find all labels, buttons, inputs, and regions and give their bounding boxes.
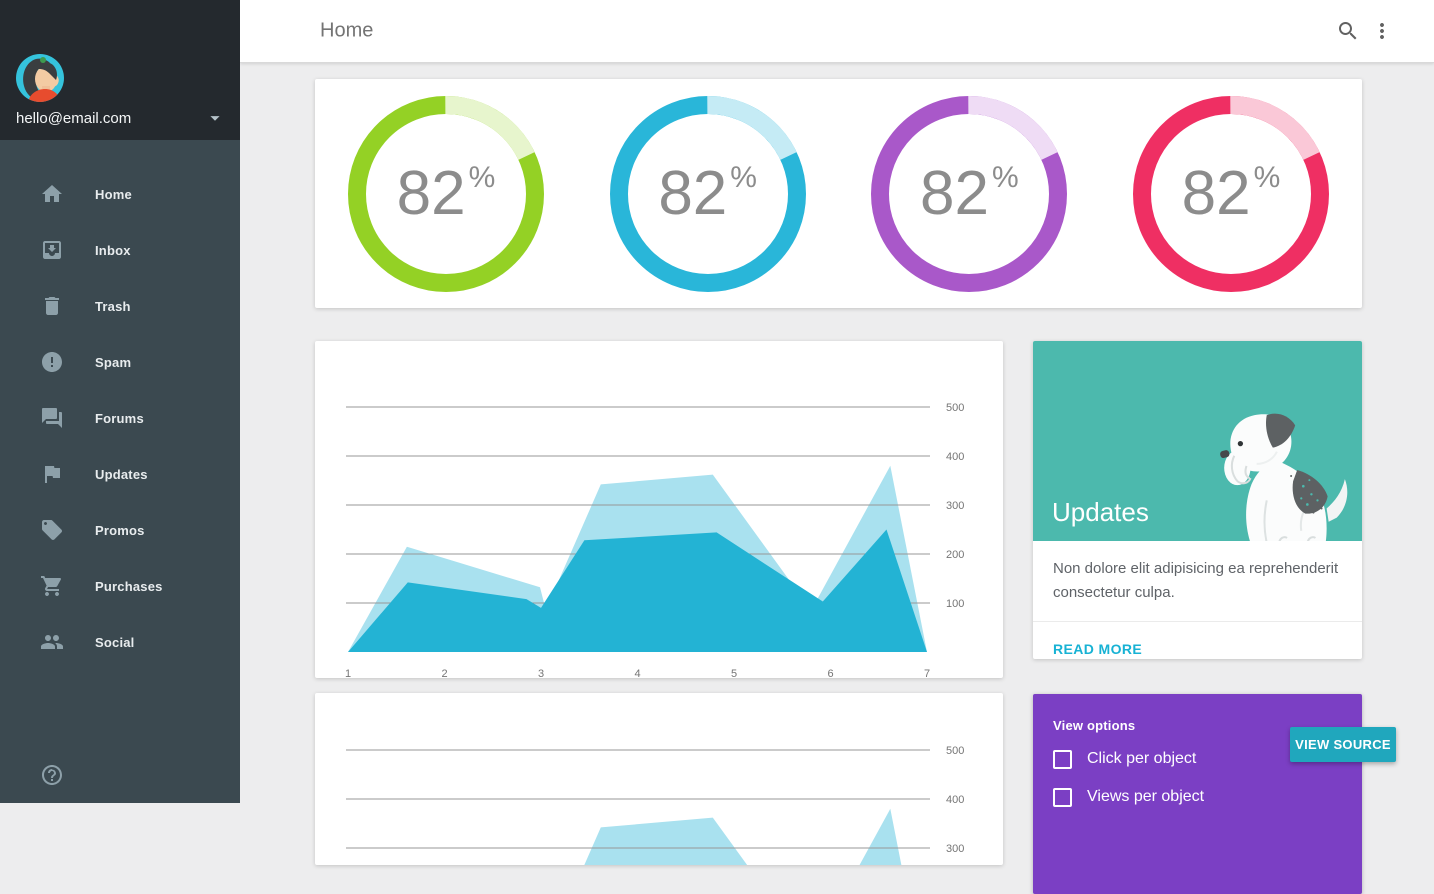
top-app-bar: Home xyxy=(240,0,1434,63)
summary-gauges-card: 82% 82% 82% 82% xyxy=(315,79,1362,308)
cart-icon xyxy=(40,574,64,598)
svg-text:200: 200 xyxy=(946,549,964,561)
donut-value: 82% xyxy=(919,158,1019,228)
sidebar-item-updates[interactable]: Updates xyxy=(0,446,240,502)
sidebar-item-label: Purchases xyxy=(95,578,163,594)
updates-card-title: Updates xyxy=(1052,497,1149,527)
sidebar-item-social[interactable]: Social xyxy=(0,614,240,670)
updates-card-body: Non dolore elit adipisicing ea reprehend… xyxy=(1053,560,1339,601)
sidebar-item-home[interactable]: Home xyxy=(0,166,240,222)
area-chart-card: 100 200 300 400 500 1 2 3 4 5 6 7 xyxy=(315,341,1003,678)
svg-text:300: 300 xyxy=(946,843,964,855)
series-background xyxy=(584,808,902,865)
option-views-per-object[interactable]: Views per object xyxy=(1053,785,1342,809)
donut-gauge: 82% xyxy=(348,95,544,292)
svg-text:2: 2 xyxy=(441,668,447,678)
svg-text:400: 400 xyxy=(946,794,964,806)
donut-value: 82% xyxy=(658,158,757,228)
svg-text:3: 3 xyxy=(538,668,544,678)
donut-gauge: 82% xyxy=(1132,95,1329,292)
read-more-link[interactable]: READ MORE xyxy=(1053,641,1143,657)
inbox-icon xyxy=(40,238,64,262)
forums-icon xyxy=(40,406,64,430)
sidebar-item-purchases[interactable]: Purchases xyxy=(0,558,240,614)
sidebar-item-spam[interactable]: Spam xyxy=(0,334,240,390)
sidebar-item-promos[interactable]: Promos xyxy=(0,502,240,558)
svg-text:7: 7 xyxy=(924,668,930,678)
svg-text:400: 400 xyxy=(946,451,964,463)
trash-icon xyxy=(40,294,64,318)
sidebar-menu: Home Inbox Trash Spam Forums Updates Promos Pur… xyxy=(0,140,240,670)
user-email: hello@email.com xyxy=(16,109,132,127)
option-label: Click per object xyxy=(1087,750,1197,767)
sidebar-item-trash[interactable]: Trash xyxy=(0,278,240,334)
updates-card: Updates xyxy=(1033,341,1362,659)
svg-text:6: 6 xyxy=(827,668,833,678)
svg-text:500: 500 xyxy=(946,745,964,757)
sidebar-item-forums[interactable]: Forums xyxy=(0,390,240,446)
updates-card-header: Updates xyxy=(1033,341,1362,541)
flag-icon xyxy=(40,462,64,486)
sidebar-item-label: Social xyxy=(95,634,135,650)
checkbox-unchecked-icon[interactable] xyxy=(1053,787,1072,807)
more-options-icon[interactable] xyxy=(1370,19,1394,43)
svg-text:100: 100 xyxy=(946,598,964,610)
sidebar-user-panel[interactable]: hello@email.com xyxy=(0,0,240,140)
checkbox-unchecked-icon[interactable] xyxy=(1053,749,1072,769)
area-chart: 100 200 300 400 500 1 2 3 4 5 6 7 xyxy=(345,402,964,678)
view-options-card: View options Click per object Views per o… xyxy=(1033,694,1362,894)
view-options-list: Click per object Views per object xyxy=(1053,747,1342,809)
view-options-title: View options xyxy=(1053,718,1136,733)
sidebar-item-label: Promos xyxy=(95,522,145,538)
view-source-button[interactable]: VIEW SOURCE xyxy=(1290,727,1396,762)
sidebar-item-label: Inbox xyxy=(95,242,131,258)
tag-icon xyxy=(40,518,64,542)
sidebar-item-inbox[interactable]: Inbox xyxy=(0,222,240,278)
sidebar: hello@email.com Home Inbox Trash Spam Forums… xyxy=(0,0,240,803)
svg-text:300: 300 xyxy=(946,500,964,512)
page-title: Home xyxy=(320,19,374,42)
people-icon xyxy=(40,630,64,654)
svg-text:5: 5 xyxy=(731,668,737,678)
chevron-down-icon[interactable] xyxy=(204,107,226,129)
account-row: hello@email.com xyxy=(16,106,226,130)
svg-text:1: 1 xyxy=(345,668,351,678)
home-icon xyxy=(40,182,64,206)
spam-icon xyxy=(40,350,64,374)
donut-gauge: 82% xyxy=(609,95,806,292)
option-label: Views per object xyxy=(1087,788,1205,805)
sidebar-item-label: Forums xyxy=(95,410,144,426)
help-icon[interactable] xyxy=(40,763,64,787)
donut-gauge: 82% xyxy=(871,95,1068,292)
sidebar-item-label: Trash xyxy=(95,298,131,314)
updates-card-footer: READ MORE xyxy=(1033,621,1362,678)
donut-value: 82% xyxy=(396,158,496,228)
main-content: 82% 82% 82% 82% 100 200 300 400 500 1 2 3 4 5 6 7 Upda… xyxy=(240,62,1434,894)
search-icon[interactable] xyxy=(1336,19,1360,43)
puppy-illustration xyxy=(1216,403,1350,541)
option-click-per-object[interactable]: Click per object xyxy=(1053,747,1342,771)
svg-text:500: 500 xyxy=(946,402,964,414)
sidebar-item-label: Spam xyxy=(95,354,132,370)
series-foreground xyxy=(348,529,927,652)
sidebar-item-label: Updates xyxy=(95,466,148,482)
sidebar-item-label: Home xyxy=(95,186,132,202)
donut-value: 82% xyxy=(1181,158,1281,228)
svg-text:4: 4 xyxy=(634,668,640,678)
avatar xyxy=(16,54,64,102)
